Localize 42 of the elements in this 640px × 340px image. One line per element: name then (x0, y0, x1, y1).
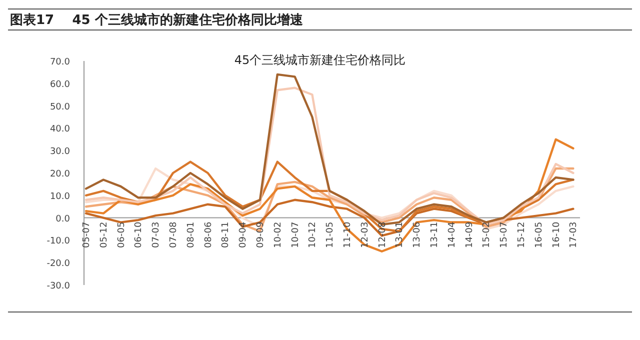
subtitle: 45个三线城市新建住宅价格同比 (234, 53, 406, 67)
xtick: 09-04 (238, 222, 249, 248)
xtick: 09-09 (256, 222, 266, 248)
xtick: 11-05 (326, 222, 336, 248)
xtick: 05-07 (82, 222, 92, 248)
xtick: 13-11 (430, 222, 440, 248)
xtick: 08-11 (221, 222, 232, 248)
xtick: 12-03 (360, 222, 370, 248)
xtick: 10-12 (308, 222, 318, 248)
title: 图表17 45 个三线城市的新建住宅价格同比增速 (10, 13, 303, 28)
xtick: 07-03 (152, 222, 162, 248)
xtick: 15-12 (517, 222, 527, 248)
xtick: 15-07 (500, 222, 510, 248)
ytick: -10.0 (46, 236, 70, 247)
xtick: 05-12 (99, 222, 110, 248)
xtick: 10-07 (290, 222, 301, 248)
xtick: 14-09 (464, 222, 475, 248)
ytick: 0.0 (56, 214, 70, 224)
ytick: 50.0 (50, 102, 70, 112)
ytick: 20.0 (50, 170, 70, 180)
xtick: 16-10 (552, 222, 562, 248)
ytick: 40.0 (50, 124, 70, 135)
ytick: -20.0 (46, 259, 70, 270)
xtick: 08-01 (186, 222, 196, 248)
xtick: 16-05 (534, 222, 544, 248)
xtick: 14-04 (447, 222, 458, 248)
xtick: 08-06 (204, 222, 214, 248)
xtick: 10-02 (273, 222, 284, 248)
xtick: 06-05 (116, 222, 127, 248)
ytick: 10.0 (50, 192, 70, 202)
xtick: 12-08 (378, 222, 388, 248)
xtick: 07-08 (169, 222, 179, 248)
xtick: 13-06 (412, 222, 423, 248)
ytick: 30.0 (50, 147, 70, 158)
ytick: -30.0 (46, 282, 70, 292)
xtick: 15-02 (482, 222, 492, 248)
xtick: 13-01 (395, 222, 406, 248)
xtick: 06-10 (134, 222, 144, 248)
xtick: 17-03 (569, 222, 580, 248)
ytick: 70.0 (50, 58, 70, 68)
ytick: 60.0 (50, 80, 70, 90)
xtick: 11-10 (343, 222, 353, 248)
